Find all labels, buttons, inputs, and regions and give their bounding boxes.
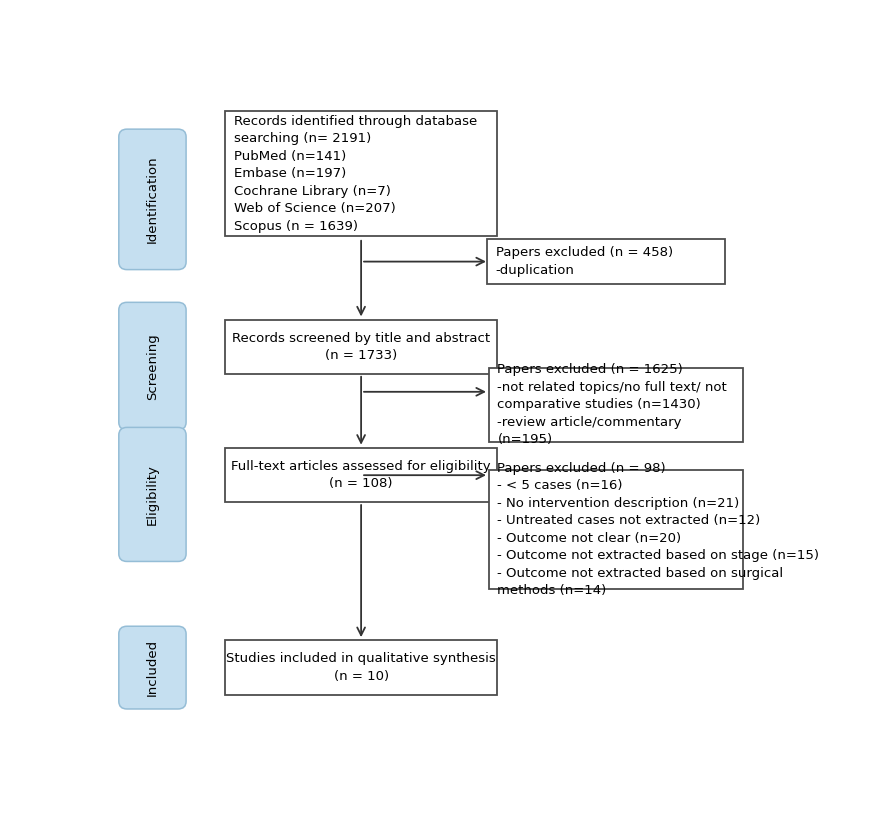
Text: Studies included in qualitative synthesis
(n = 10): Studies included in qualitative synthesi… — [226, 652, 496, 683]
FancyBboxPatch shape — [225, 111, 497, 237]
FancyBboxPatch shape — [487, 239, 724, 284]
Text: Full-text articles assessed for eligibility
(n = 108): Full-text articles assessed for eligibil… — [232, 460, 491, 491]
Text: Records identified through database
searching (n= 2191)
PubMed (n=141)
Embase (n: Records identified through database sear… — [234, 115, 477, 232]
Text: Records screened by title and abstract
(n = 1733): Records screened by title and abstract (… — [232, 332, 490, 362]
FancyBboxPatch shape — [225, 641, 497, 695]
FancyBboxPatch shape — [488, 471, 744, 589]
Text: Papers excluded (n = 98)
- < 5 cases (n=16)
- No intervention description (n=21): Papers excluded (n = 98) - < 5 cases (n=… — [497, 462, 819, 597]
Text: Papers excluded (n = 458)
-duplication: Papers excluded (n = 458) -duplication — [496, 247, 673, 277]
FancyBboxPatch shape — [118, 427, 186, 561]
FancyBboxPatch shape — [118, 626, 186, 709]
FancyBboxPatch shape — [225, 320, 497, 374]
Text: Identification: Identification — [146, 156, 159, 243]
FancyBboxPatch shape — [118, 129, 186, 270]
Text: Papers excluded (n = 1625)
-not related topics/no full text/ not
comparative stu: Papers excluded (n = 1625) -not related … — [497, 363, 727, 446]
FancyBboxPatch shape — [118, 302, 186, 430]
FancyBboxPatch shape — [488, 367, 744, 441]
FancyBboxPatch shape — [225, 448, 497, 502]
Text: Eligibility: Eligibility — [146, 464, 159, 525]
Text: Included: Included — [146, 639, 159, 696]
Text: Screening: Screening — [146, 332, 159, 400]
